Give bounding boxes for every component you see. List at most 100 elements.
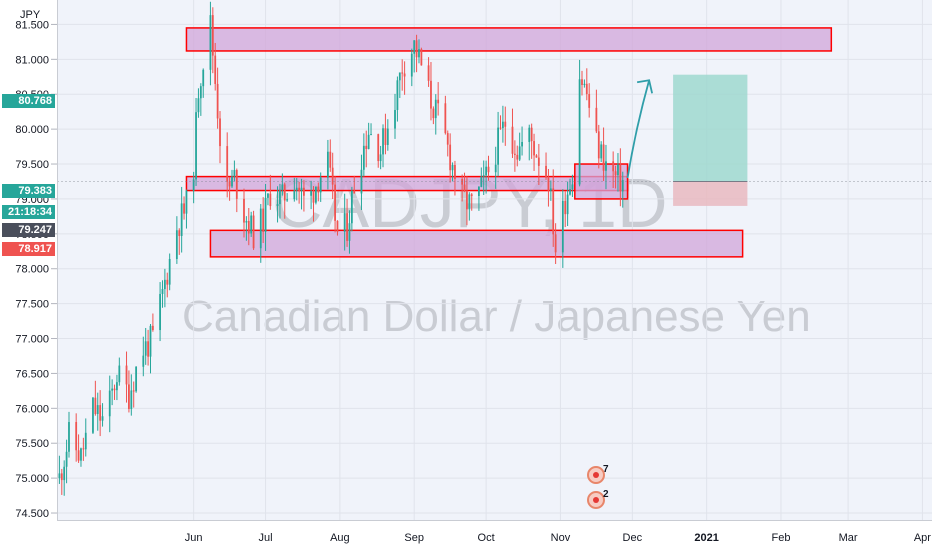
candle-body — [252, 215, 255, 249]
candle-body — [161, 289, 164, 294]
candle-body — [92, 397, 94, 433]
candle-body — [569, 189, 571, 195]
candle-body — [144, 341, 147, 356]
candle-body — [269, 193, 272, 207]
candle-body — [485, 166, 488, 176]
y-tick-label: 79.500 — [15, 159, 49, 171]
candle-body — [175, 230, 178, 259]
candle-body — [99, 405, 102, 421]
candle-body — [197, 98, 200, 113]
candle-body — [444, 103, 447, 134]
event-marker[interactable]: 7 — [587, 464, 609, 484]
candle-body — [262, 208, 265, 232]
candle-body — [326, 151, 329, 178]
candle-body — [418, 49, 420, 58]
candle-body — [619, 164, 622, 192]
candle-body — [499, 127, 502, 129]
currency-label: JPY — [20, 9, 41, 21]
candle-body — [60, 473, 63, 481]
candle-body — [554, 234, 557, 253]
candle-body — [350, 190, 353, 224]
candle-body — [108, 390, 111, 417]
candle-body — [195, 112, 197, 180]
candle-body — [377, 134, 380, 162]
candle-body — [386, 128, 389, 145]
y-tick-label: 74.500 — [15, 508, 49, 520]
candle-body — [63, 466, 66, 481]
x-tick-label: Dec — [623, 532, 643, 544]
candle-body — [463, 184, 466, 192]
time-axis[interactable]: Jun Jul Aug Sep Oct Nov Dec 2021 Feb Mar Apr — [57, 520, 932, 551]
candle-body — [365, 145, 368, 150]
plot-area[interactable]: CADJPY, 1D Canadian Dollar / Japanese Ye… — [57, 0, 932, 520]
candle-body — [578, 79, 581, 185]
candle-body — [77, 450, 80, 461]
candle-body — [80, 448, 82, 461]
event-marker[interactable]: 2 — [587, 489, 609, 509]
candle-body — [245, 221, 248, 223]
candle-body — [353, 190, 356, 194]
arrow-head-icon — [636, 79, 654, 94]
y-tick-label: 76.500 — [15, 368, 49, 380]
candle-body — [396, 80, 399, 110]
description-watermark: Canadian Dollar / Japanese Yen — [182, 292, 811, 341]
candle-body — [545, 165, 547, 178]
sr-zone — [185, 175, 629, 192]
candle-body — [398, 72, 401, 81]
candle-body — [588, 94, 591, 108]
price-chart[interactable] — [57, 0, 932, 520]
candle-body — [530, 127, 533, 142]
candle-body — [192, 179, 195, 191]
stop-zone — [673, 181, 748, 206]
candle-body — [65, 451, 68, 467]
candle-body — [566, 194, 569, 215]
candle-body — [281, 184, 284, 190]
candle-body — [564, 200, 567, 215]
candle-body — [468, 194, 471, 210]
event-count: 2 — [603, 489, 609, 500]
candle-body — [494, 164, 497, 173]
x-tick-label: Aug — [330, 532, 350, 544]
candle-body — [461, 179, 464, 185]
price-axis[interactable]: JPY 81.50081.00080.50080.00079.50079.000… — [0, 0, 58, 550]
candle-body — [595, 107, 598, 132]
candle-body — [470, 194, 473, 197]
x-tick-label: Feb — [771, 532, 790, 544]
candle-body — [168, 258, 171, 285]
candle-body — [394, 109, 396, 129]
candle-body — [432, 108, 435, 119]
candle-body — [202, 69, 205, 87]
candle-body — [295, 187, 298, 191]
y-tick-label: 77.000 — [15, 334, 49, 346]
price-axis-ticks: 81.50081.00080.50080.00079.50079.00078.5… — [15, 19, 57, 520]
candle-body — [427, 65, 430, 81]
candle-body — [293, 190, 296, 200]
candle-body — [497, 127, 499, 165]
candle-body — [597, 131, 600, 159]
candle-body — [581, 79, 583, 86]
candle-body — [247, 221, 250, 234]
candle-body — [219, 118, 221, 147]
candle-body — [516, 154, 519, 160]
candle-body — [233, 170, 236, 177]
candle-body — [617, 164, 619, 176]
candle-body — [384, 128, 387, 145]
candle-body — [276, 204, 279, 207]
target-zone — [673, 74, 748, 182]
candle-body — [163, 279, 166, 290]
y-tick-label: 78.000 — [15, 264, 49, 276]
time-axis-ticks: Jun Jul Aug Sep Oct Nov Dec 2021 Feb Mar Apr — [185, 532, 932, 544]
candle-body — [211, 15, 214, 56]
candle-body — [552, 188, 555, 235]
candle-body — [533, 141, 535, 156]
candle-body — [614, 171, 617, 176]
sr-zone — [209, 229, 744, 258]
candle-body — [612, 161, 615, 172]
candle-body — [382, 128, 384, 155]
candle-body — [362, 145, 365, 170]
candle-body — [504, 121, 507, 127]
candle-body — [303, 187, 305, 196]
candle-body — [403, 73, 406, 77]
candle-body — [528, 127, 531, 142]
candle-body — [250, 215, 253, 234]
